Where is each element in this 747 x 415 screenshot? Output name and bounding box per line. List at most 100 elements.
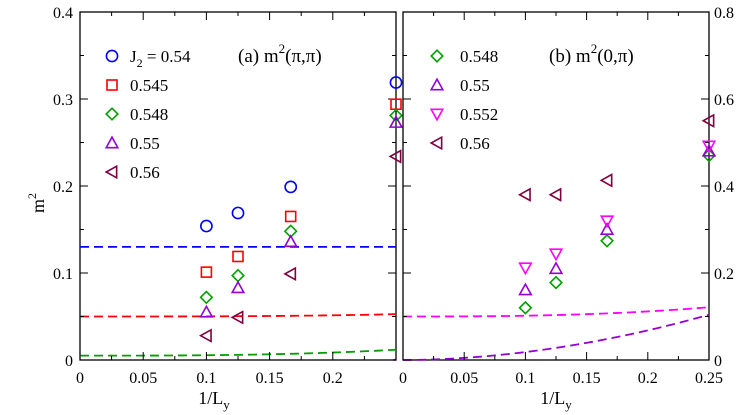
data-point-0.55: [548, 261, 564, 275]
fit-curve-0.55: [402, 313, 710, 361]
legend-label-0.54: J2 = 0.54: [130, 47, 191, 70]
panel-a-fit-curves: [80, 245, 397, 361]
data-point-0.548: [518, 300, 533, 315]
panel-a-x-axis-label-main: 1/L: [198, 388, 223, 408]
y-tick-label: 0: [714, 353, 722, 370]
y-tick-label: 0.6: [714, 92, 734, 109]
data-point-0.55: [518, 282, 533, 296]
panel-a-x-axis-label-sub: y: [223, 397, 230, 412]
panel-b-x-axis-label-main: 1/L: [540, 388, 565, 408]
data-point-0.54: [199, 219, 213, 233]
x-tick-label: 0.15: [573, 370, 601, 387]
legend-label-0.56: 0.56: [130, 163, 160, 182]
panel-a-title-main: (a) m: [238, 46, 279, 67]
x-tick-label: 0.2: [323, 370, 343, 387]
x-tick-label: 0: [399, 370, 407, 387]
legend-marker-0.545: [106, 79, 118, 91]
x-tick-label: 0.05: [450, 370, 478, 387]
legend-marker-0.552: [429, 108, 445, 122]
data-point-0.55: [599, 222, 615, 235]
data-point-0.552: [599, 215, 615, 229]
data-point-0.545: [200, 266, 213, 278]
legend-label-0.548: 0.548: [460, 47, 498, 66]
fit-curve-0.548: [80, 348, 397, 357]
y-axis-label-sup: 2: [25, 193, 39, 199]
data-point-0.545: [232, 250, 244, 263]
panel-a-legend: J2 = 0.54 0.545 0.548 0.55 0.56: [104, 47, 191, 182]
panel-b-x-axis-label-sub: y: [565, 397, 572, 412]
data-point-0.55: [199, 304, 214, 318]
x-tick-label: 0.1: [196, 370, 216, 387]
y-tick-label: 0.2: [53, 179, 73, 196]
legend-marker-0.56: [429, 135, 443, 151]
data-point-0.545: [284, 210, 297, 223]
data-point-0.56: [701, 113, 715, 128]
data-point-0.548: [549, 275, 563, 290]
legend-marker-0.54: [105, 49, 119, 63]
panel-a-title-sup: 2: [279, 41, 286, 56]
data-point-0.54: [389, 76, 403, 89]
data-point-0.56: [548, 187, 562, 202]
legend-label-0.545: 0.545: [130, 76, 168, 95]
y-tick-label: 0.1: [53, 266, 73, 283]
legend-label-0.55: 0.55: [130, 134, 160, 153]
fit-curve-0.552: [403, 306, 710, 318]
data-point-0.55: [230, 280, 246, 294]
panel-b-markers: [517, 113, 717, 315]
data-point-0.56: [230, 310, 244, 325]
panel-a-markers: [198, 76, 404, 343]
panel-b-title-main: (b) m: [549, 46, 591, 67]
panel-b-title-arg: (0,π): [597, 46, 634, 67]
panel-b-legend: 0.548 0.55 0.552 0.56: [429, 47, 498, 153]
y-axis-label: m2: [25, 193, 48, 213]
panel-a-title: (a) m2(π,π): [238, 41, 322, 67]
legend-label-0.55: 0.55: [460, 76, 490, 95]
x-tick-label: 0.25: [695, 370, 723, 387]
legend-label-0.552: 0.552: [460, 105, 498, 124]
panel-a-ticks: 0 0.05 0.1 0.15 0.2 0 0.1 0.2 0.3 0.4: [53, 5, 397, 387]
legend-marker-0.55: [429, 77, 445, 91]
data-point-0.552: [701, 140, 717, 154]
data-point-0.548: [231, 268, 245, 283]
y-tick-label: 0.2: [714, 266, 734, 283]
legend-label-0.548: 0.548: [130, 105, 168, 124]
data-point-0.56: [517, 187, 531, 202]
data-point-0.55: [283, 234, 298, 248]
legend-label-0.56: 0.56: [460, 134, 490, 153]
data-point-0.548: [600, 233, 614, 248]
x-tick-label: 0: [76, 370, 84, 387]
x-tick-label: 0.1: [515, 370, 535, 387]
data-point-0.54: [231, 206, 245, 220]
y-tick-label: 0.4: [714, 179, 734, 196]
y-axis-label-main: m: [28, 199, 48, 213]
data-point-0.548: [389, 108, 403, 123]
data-point-0.56: [388, 149, 402, 164]
legend-marker-0.548: [105, 107, 119, 121]
data-point-0.54: [284, 180, 298, 194]
panel-b-title: (b) m2(0,π): [549, 41, 634, 67]
data-point-0.56: [599, 173, 613, 188]
x-tick-label: 0.15: [256, 370, 284, 387]
panel-b-fit-curves: [402, 306, 710, 361]
panel-a-x-axis-label: 1/Ly: [198, 388, 230, 412]
y-tick-label: 0.4: [53, 5, 73, 22]
y-tick-label: 0: [65, 353, 73, 370]
panel-b-x-axis-label: 1/Ly: [540, 388, 572, 412]
panel-b-title-sup: 2: [591, 41, 598, 56]
x-tick-label: 0.05: [129, 370, 157, 387]
y-tick-label: 0.8: [714, 5, 734, 22]
data-point-0.55: [701, 143, 717, 157]
x-tick-label: 0.2: [638, 370, 658, 387]
data-point-0.552: [518, 262, 533, 276]
legend-marker-0.55: [104, 135, 120, 149]
fit-curve-0.545: [80, 313, 397, 318]
data-point-0.55: [388, 115, 404, 128]
data-point-0.56: [283, 266, 297, 282]
legend-marker-0.548: [430, 49, 444, 63]
data-point-0.552: [548, 248, 564, 262]
panel-a: 0 0.05 0.1 0.15 0.2 0 0.1 0.2 0.3 0.4 J2 = 0.54 0.…: [25, 5, 404, 412]
data-point-0.56: [198, 328, 212, 343]
